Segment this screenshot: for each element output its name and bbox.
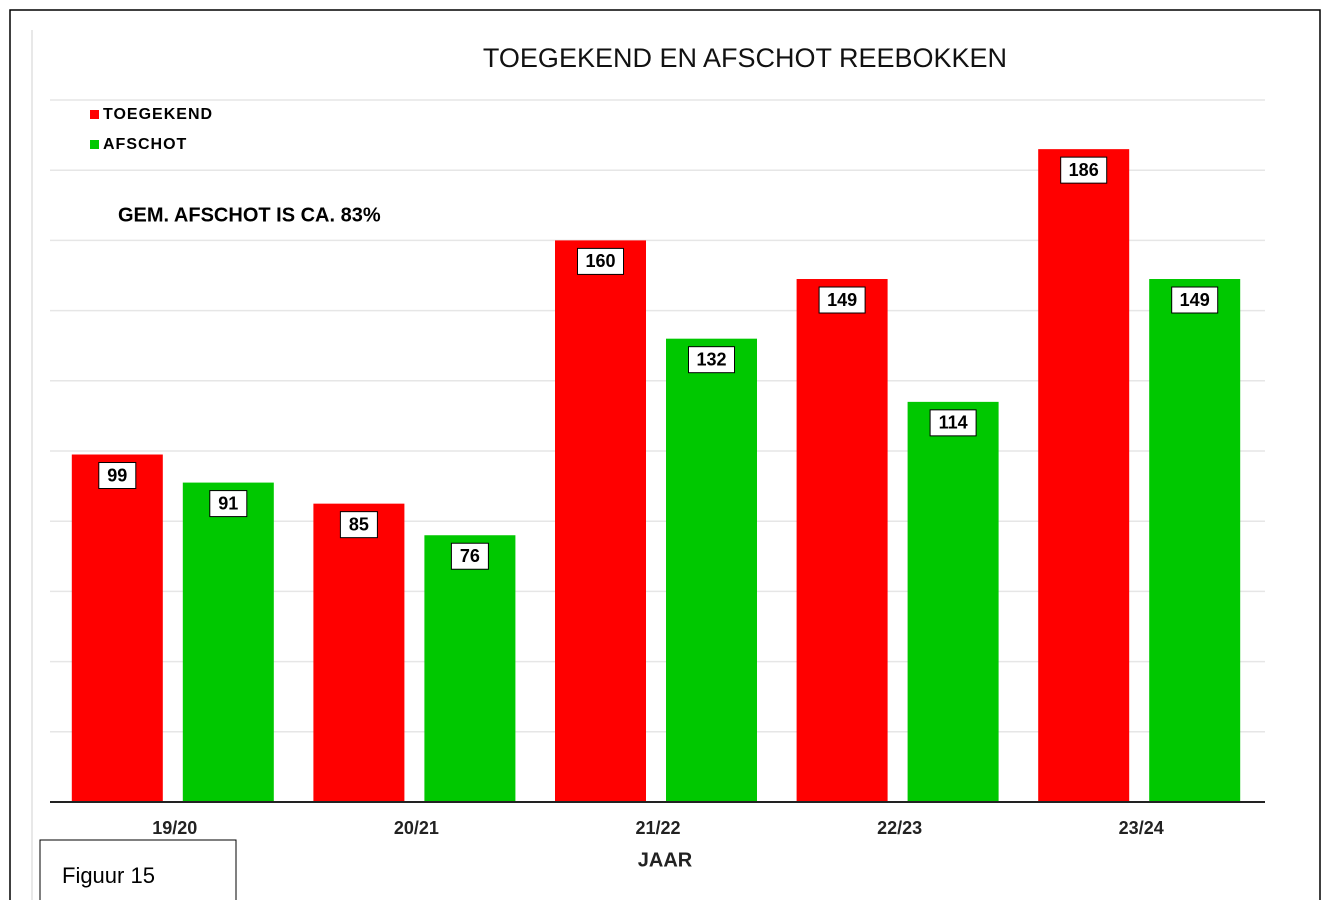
bar bbox=[1038, 149, 1130, 802]
data-label: 186 bbox=[1069, 160, 1099, 180]
bar bbox=[313, 503, 405, 802]
x-tick-label: 20/21 bbox=[394, 818, 439, 838]
legend-swatch bbox=[90, 140, 99, 149]
data-label-box bbox=[929, 409, 977, 437]
data-label: 85 bbox=[349, 514, 369, 534]
data-label-box bbox=[577, 247, 624, 275]
data-label-box bbox=[450, 542, 489, 570]
data-label: 99 bbox=[107, 465, 127, 485]
legend-label: TOEGEKEND bbox=[103, 106, 213, 123]
x-axis-title: JAAR bbox=[638, 849, 693, 871]
data-label: 76 bbox=[460, 546, 480, 566]
bar bbox=[1149, 279, 1241, 802]
chart-title: TOEGEKEND EN AFSCHOT REEBOKKEN bbox=[483, 43, 1007, 73]
legend-swatch bbox=[90, 110, 99, 119]
data-label: 160 bbox=[585, 251, 615, 271]
legend-label: AFSCHOT bbox=[103, 136, 187, 153]
x-tick-label: 21/22 bbox=[635, 818, 680, 838]
figure-label-box bbox=[39, 839, 237, 900]
data-label-box bbox=[818, 286, 866, 314]
data-label: 132 bbox=[696, 349, 726, 369]
data-label-box bbox=[1171, 286, 1219, 314]
bar bbox=[666, 338, 757, 802]
bar bbox=[182, 482, 274, 802]
bar bbox=[907, 401, 999, 802]
data-label: 149 bbox=[827, 290, 857, 310]
annotation: GEM. AFSCHOT IS CA. 83% bbox=[118, 204, 381, 226]
bar bbox=[796, 279, 888, 802]
x-tick-label: 23/24 bbox=[1119, 818, 1164, 838]
data-label-box bbox=[209, 490, 248, 518]
data-label: 114 bbox=[939, 413, 968, 433]
data-label-box bbox=[98, 462, 137, 490]
data-label-box bbox=[1060, 156, 1108, 184]
data-label: 149 bbox=[1180, 290, 1210, 310]
bar bbox=[424, 535, 516, 802]
figure-label: Figuur 15 bbox=[62, 863, 155, 888]
data-label-box bbox=[688, 346, 735, 374]
bar bbox=[555, 240, 646, 802]
x-tick-label: 19/20 bbox=[152, 818, 197, 838]
x-tick-label: 22/23 bbox=[877, 818, 922, 838]
data-label: 91 bbox=[218, 493, 238, 513]
data-label-box bbox=[339, 511, 378, 539]
bar bbox=[71, 454, 163, 802]
